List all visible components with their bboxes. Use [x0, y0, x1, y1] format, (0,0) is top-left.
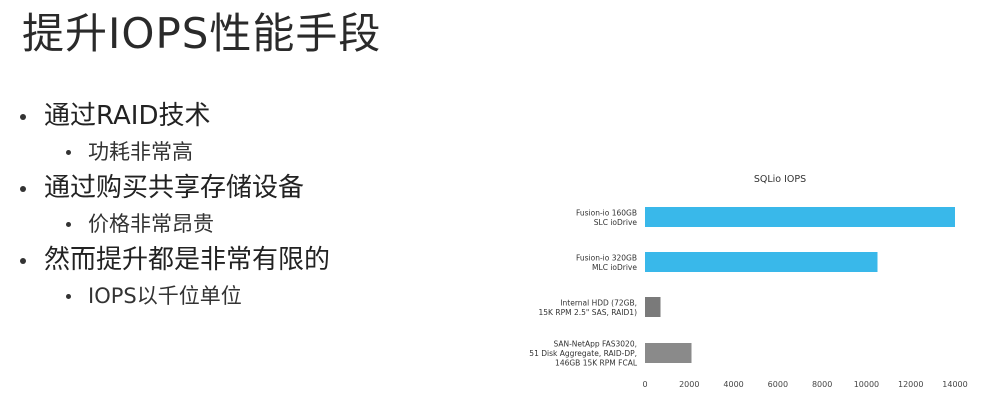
x-tick-label-1: 2000: [679, 380, 699, 389]
bar-3: [645, 343, 692, 363]
x-tick-label-4: 8000: [812, 380, 832, 389]
bar-0: [645, 207, 955, 227]
category-label-1: Fusion-io 320GB MLC ioDrive: [576, 253, 637, 272]
bullet-limited: 然而提升都是非常有限的: [18, 242, 330, 278]
category-label-3: SAN-NetApp FAS3020, 51 Disk Aggregate, RA…: [529, 340, 638, 368]
x-tick-label-5: 10000: [854, 380, 879, 389]
iops-bar-chart: SQLio IOPS Fusion-io 160GB SLC ioDrive Fus…: [529, 174, 967, 389]
category-label-0: Fusion-io 160GB SLC ioDrive: [576, 208, 637, 227]
bullet-shared-storage: 通过购买共享存储设备: [18, 170, 330, 206]
x-tick-label-6: 12000: [898, 380, 923, 389]
x-tick-label-0: 0: [642, 380, 647, 389]
sub-bullet-power: 功耗非常高: [66, 134, 330, 170]
x-tick-label-3: 6000: [768, 380, 788, 389]
sub-bullet-iops-unit: IOPS以千位单位: [66, 278, 330, 314]
x-tick-label-7: 14000: [942, 380, 967, 389]
category-label-2: Internal HDD (72GB, 15K RPM 2.5" SAS, RAI…: [539, 298, 638, 317]
bullet-raid: 通过RAID技术: [18, 98, 330, 134]
slide-title: 提升IOPS性能手段: [22, 9, 382, 58]
sub-bullet-price: 价格非常昂贵: [66, 206, 330, 242]
bar-2: [645, 297, 661, 317]
bullet-list: 通过RAID技术 功耗非常高 通过购买共享存储设备 价格非常昂贵 然而提升都是非…: [18, 98, 330, 314]
chart-title: SQLio IOPS: [754, 174, 806, 185]
bar-1: [645, 252, 878, 272]
x-tick-label-2: 4000: [723, 380, 743, 389]
